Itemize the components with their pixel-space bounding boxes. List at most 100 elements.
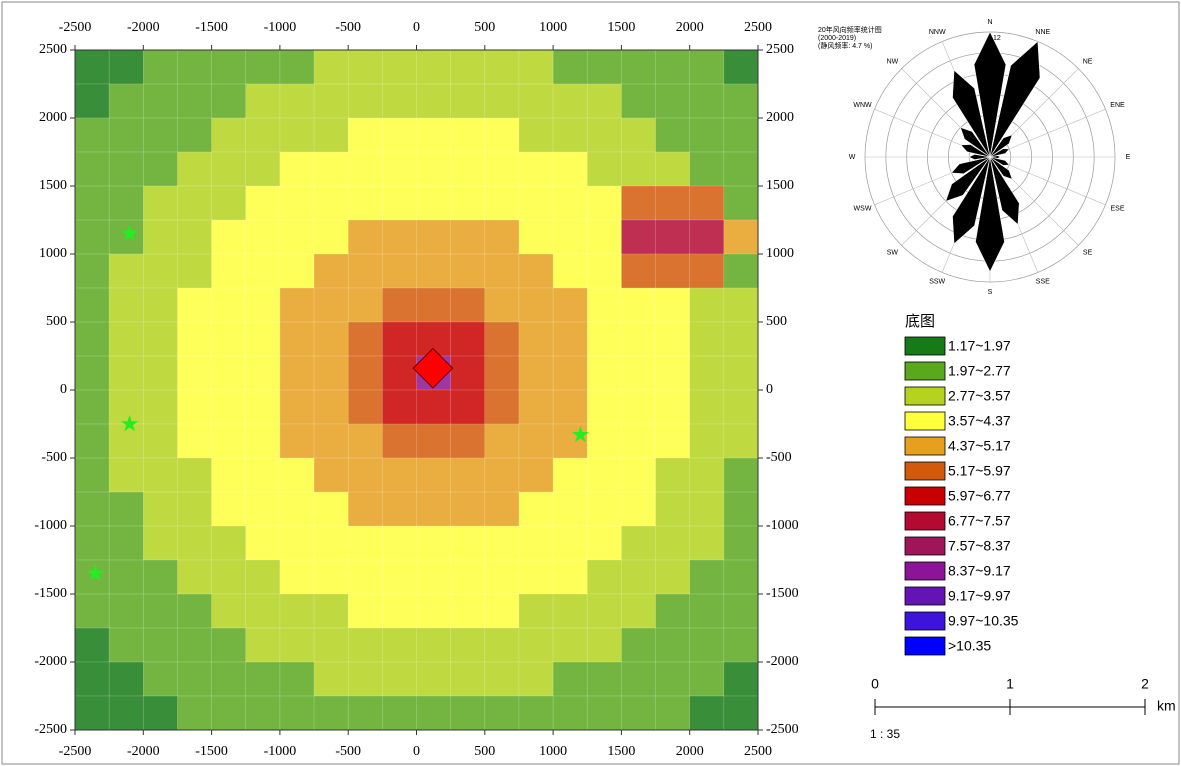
- heat-cell: [75, 356, 109, 390]
- heat-cell: [485, 118, 519, 152]
- heat-cell: [280, 220, 314, 254]
- heat-cell: [451, 254, 485, 288]
- heat-cell: [280, 696, 314, 730]
- heat-cell: [519, 424, 553, 458]
- heat-cell: [348, 220, 382, 254]
- heat-cell: [212, 560, 246, 594]
- heat-cell: [417, 458, 451, 492]
- heat-cell: [451, 390, 485, 424]
- heat-cell: [724, 628, 758, 662]
- y-tick-label: 2000: [766, 110, 794, 125]
- legend-swatch: [905, 387, 945, 405]
- heat-cell: [519, 288, 553, 322]
- heat-cell: [724, 186, 758, 220]
- heat-cell: [587, 50, 621, 84]
- heat-cell: [212, 492, 246, 526]
- x-tick-label: 0: [413, 744, 420, 759]
- heat-cell: [417, 220, 451, 254]
- heat-cell: [280, 560, 314, 594]
- heat-cell: [109, 254, 143, 288]
- heat-cell: [553, 390, 587, 424]
- heat-cell: [553, 560, 587, 594]
- heat-cell: [656, 492, 690, 526]
- heat-cell: [485, 594, 519, 628]
- heat-cell: [656, 560, 690, 594]
- heat-cell: [246, 526, 280, 560]
- heat-cell: [587, 628, 621, 662]
- heat-cell: [177, 254, 211, 288]
- heat-cell: [348, 50, 382, 84]
- heat-cell: [212, 594, 246, 628]
- heat-cell: [314, 186, 348, 220]
- heat-cell: [621, 186, 655, 220]
- heat-cell: [314, 288, 348, 322]
- heat-cell: [382, 696, 416, 730]
- rose-direction: SSE: [1036, 279, 1050, 286]
- heat-cell: [587, 492, 621, 526]
- heat-cell: [417, 628, 451, 662]
- heat-cell: [212, 356, 246, 390]
- scale-label: 1: [1006, 676, 1014, 692]
- heat-cell: [177, 220, 211, 254]
- y-tick-label: 2000: [39, 110, 67, 125]
- heat-cell: [212, 662, 246, 696]
- heat-cell: [621, 356, 655, 390]
- heat-cell: [109, 118, 143, 152]
- heat-cell: [621, 492, 655, 526]
- heat-cell: [382, 356, 416, 390]
- legend-label: >10.35: [948, 638, 991, 654]
- heat-cell: [212, 526, 246, 560]
- heat-cell: [621, 628, 655, 662]
- heat-cell: [451, 288, 485, 322]
- heat-cell: [621, 662, 655, 696]
- heat-cell: [417, 560, 451, 594]
- heat-cell: [348, 424, 382, 458]
- heat-cell: [451, 152, 485, 186]
- rose-direction: N: [987, 19, 992, 26]
- x-tick-label: 1000: [539, 20, 567, 35]
- heat-cell: [451, 458, 485, 492]
- scale-label: 0: [871, 676, 879, 692]
- heat-cell: [246, 288, 280, 322]
- heat-cell: [280, 84, 314, 118]
- heat-cell: [212, 186, 246, 220]
- legend-swatch: [905, 412, 945, 430]
- heat-cell: [519, 356, 553, 390]
- heat-cell: [177, 560, 211, 594]
- heat-cell: [177, 696, 211, 730]
- heat-cell: [656, 254, 690, 288]
- x-tick-label: -2500: [59, 744, 92, 759]
- heat-cell: [382, 254, 416, 288]
- heat-cell: [75, 322, 109, 356]
- heat-cell: [143, 186, 177, 220]
- heat-cell: [553, 50, 587, 84]
- heat-cell: [314, 118, 348, 152]
- heat-cell: [621, 322, 655, 356]
- heat-cell: [690, 322, 724, 356]
- heat-cell: [280, 152, 314, 186]
- heat-cell: [177, 50, 211, 84]
- heat-cell: [587, 390, 621, 424]
- y-tick-label: 1500: [766, 178, 794, 193]
- heat-cell: [280, 50, 314, 84]
- page: -2500-2500-2000-2000-1500-1500-1000-1000…: [0, 0, 1181, 766]
- heat-cell: [451, 50, 485, 84]
- heat-cell: [109, 526, 143, 560]
- heat-cell: [519, 186, 553, 220]
- heat-cell: [314, 390, 348, 424]
- legend-label: 4.37~5.17: [948, 438, 1011, 454]
- heat-cell: [75, 50, 109, 84]
- heat-cell: [212, 696, 246, 730]
- heat-cell: [587, 662, 621, 696]
- heat-cell: [451, 322, 485, 356]
- heat-cell: [246, 152, 280, 186]
- y-tick-label: -500: [766, 450, 792, 465]
- heat-cell: [382, 458, 416, 492]
- heat-cell: [485, 220, 519, 254]
- heat-cell: [212, 628, 246, 662]
- heat-cell: [724, 696, 758, 730]
- heat-cell: [690, 356, 724, 390]
- heat-cell: [587, 356, 621, 390]
- heat-cell: [724, 458, 758, 492]
- heat-cell: [724, 594, 758, 628]
